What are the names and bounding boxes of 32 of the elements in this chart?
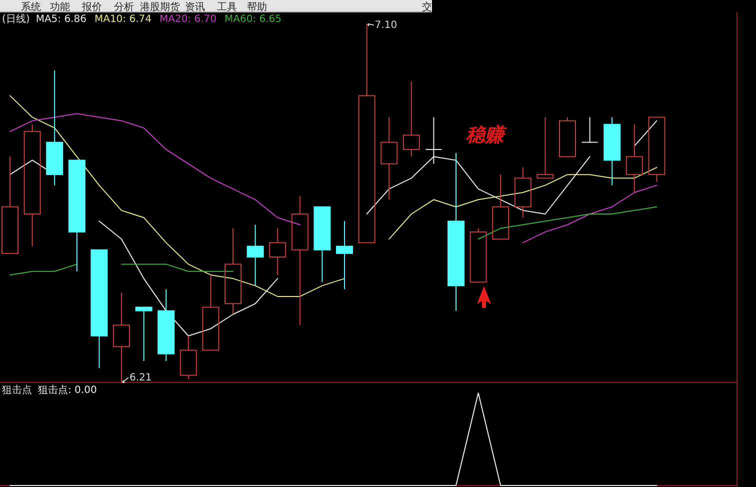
text: MA60: 6.65 <box>224 14 282 25</box>
text: 交 <box>422 1 432 13</box>
candlestick <box>246 224 264 286</box>
annotation: 6.21 <box>130 372 152 384</box>
candlestick <box>626 124 643 193</box>
text: 系统 <box>21 1 41 13</box>
text: MA5: 6.86 <box>36 14 86 25</box>
candlestick <box>336 220 353 290</box>
candlestick <box>224 228 242 315</box>
text: 帮助 <box>247 1 267 13</box>
text: MA10: 6.74 <box>94 14 152 25</box>
candlestick <box>291 196 308 326</box>
candlestick <box>135 306 152 362</box>
text: MA20: 6.70 <box>159 14 216 25</box>
candlestick <box>380 116 398 200</box>
candlestick <box>582 116 598 143</box>
chart-title: 狙击点 <box>2 384 32 396</box>
text: 报价 <box>81 1 102 13</box>
text: 分析 <box>114 1 134 13</box>
text: 资讯 <box>185 1 205 13</box>
candlestick <box>113 292 130 383</box>
annotation: 7.10 <box>374 20 398 31</box>
text: 工具 <box>217 2 237 13</box>
text: 狙击点: 0.00 <box>38 384 97 396</box>
chart-title: (日线) <box>2 13 30 25</box>
text: 功能 <box>50 1 70 13</box>
candlestick <box>24 124 41 247</box>
candlestick <box>269 228 286 276</box>
text: 港股期货 <box>140 1 180 13</box>
annotation: 稳赚 <box>465 124 508 146</box>
candlestick <box>514 166 532 218</box>
candlestick <box>402 80 420 158</box>
